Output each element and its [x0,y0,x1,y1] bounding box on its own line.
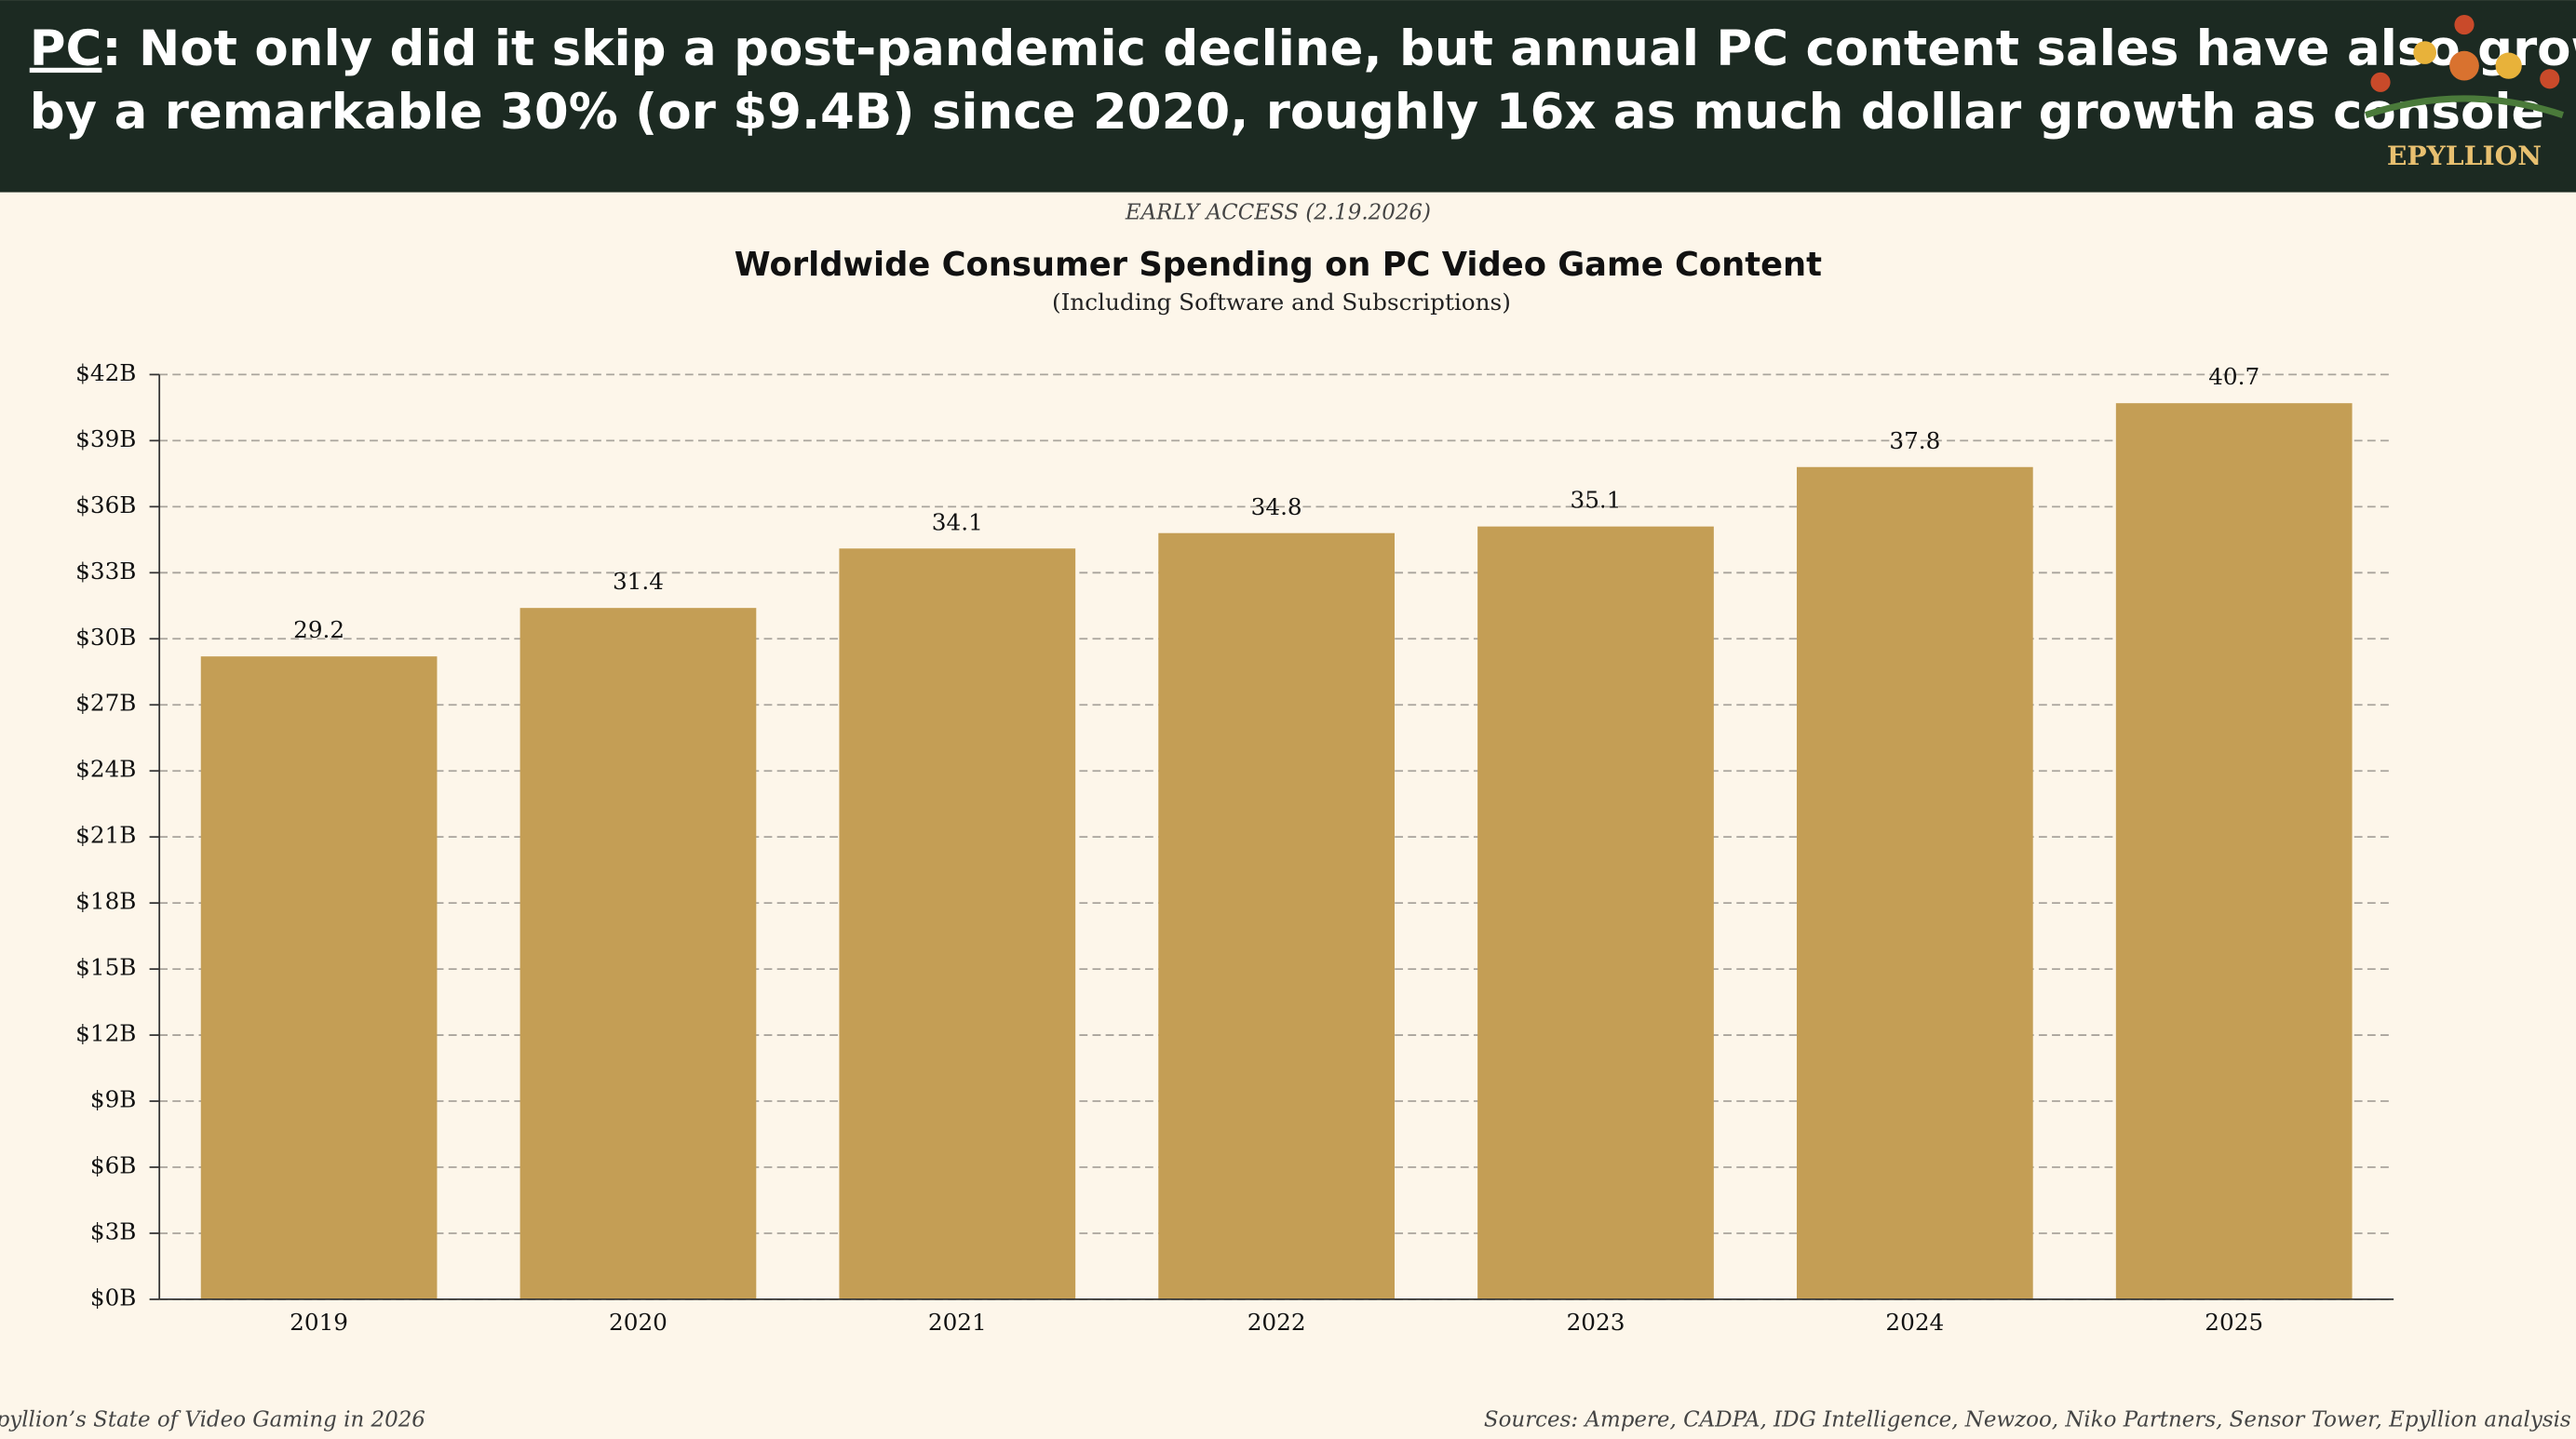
logo: EPYLLION [2365,14,2564,171]
headline: PC: Not only did it skip a post-pandemic… [30,20,2576,76]
headline-text: : Not only did it skip a post-pandemic d… [101,20,2576,76]
x-tick-label: 2025 [2205,1309,2263,1336]
y-tick-label: $3B [90,1217,137,1244]
bar [1158,532,1396,1299]
y-tick-label: $42B [75,359,136,386]
data-label: 29.2 [293,616,344,643]
data-label: 37.8 [1889,427,1940,454]
logo-flower [2449,50,2479,81]
bar [1796,466,2033,1299]
bar [519,608,757,1299]
y-tick-label: $39B [75,425,136,452]
y-tick-label: $33B [75,558,136,585]
early-access-note: EARLY ACCESS (2.19.2026) [1125,200,1431,224]
y-tick-label: $0B [90,1284,137,1311]
x-tick-label: 2022 [1248,1309,1306,1336]
logo-flower [2454,14,2475,35]
logo-leaves [2365,95,2564,118]
x-tick-label: 2021 [928,1309,987,1336]
footer-left: Epyllion’s State of Video Gaming in 2026 [0,1408,425,1432]
bar [200,656,438,1299]
plot-area: $0B $3B $6B $9B $12B $15B $18B $21B $24B $27B $30B… [75,359,2394,1336]
logo-text: EPYLLION [2387,140,2542,171]
y-tick-label: $24B [75,756,136,783]
chart-subtitle: (Including Software and Subscriptions) [1052,289,1511,316]
y-tick-label: $21B [75,822,136,849]
data-label: 40.7 [2208,363,2259,390]
footer-right: Sources: Ampere, CADPA, IDG Intelligence… [1484,1408,2571,1432]
headline-line2: by a remarkable 30% (or $9.4B) since 202… [30,84,2545,141]
x-tick-label: 2019 [290,1309,348,1336]
y-tick-label: $9B [90,1086,137,1113]
logo-flower [2370,72,2391,92]
y-tick-label: $6B [90,1151,137,1178]
logo-flower [2495,52,2522,79]
y-tick-label: $30B [75,624,136,651]
bar [839,548,1076,1299]
y-tick-label: $18B [75,888,136,915]
bar [1477,526,1714,1299]
headline-prefix: PC [30,20,102,76]
logo-flower [2540,69,2560,89]
chart-title: Worldwide Consumer Spending on PC Video … [735,246,1822,284]
header-bar [0,0,2576,193]
data-label: 31.4 [613,568,664,595]
x-tick-label: 2023 [1567,1309,1625,1336]
x-tick-label: 2024 [1885,1309,1944,1336]
y-tick-label: $36B [75,491,136,518]
data-label: 34.8 [1251,493,1302,520]
bar [2115,403,2353,1299]
y-tick-label: $15B [75,954,136,981]
data-label: 35.1 [1571,487,1622,514]
x-tick-label: 2020 [609,1309,668,1336]
logo-flower [2413,41,2437,64]
y-tick-label: $12B [75,1020,136,1047]
y-tick-label: $27B [75,690,136,717]
data-label: 34.1 [932,508,983,535]
